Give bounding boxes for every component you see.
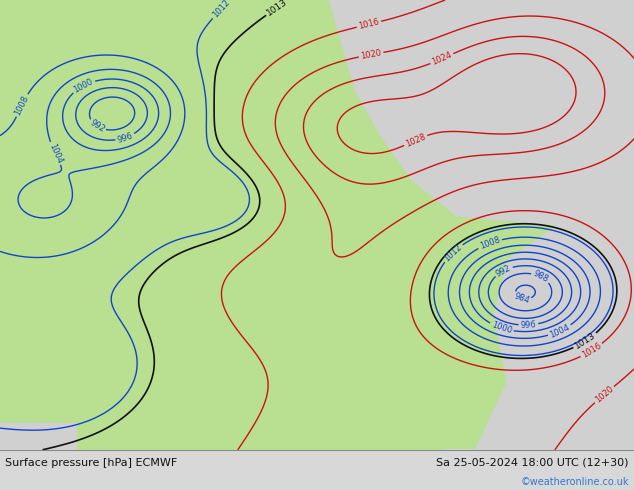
Polygon shape [0,423,76,450]
Text: Surface pressure [hPa] ECMWF: Surface pressure [hPa] ECMWF [5,458,178,467]
Polygon shape [0,450,634,490]
Text: 1020: 1020 [360,49,382,61]
Text: 992: 992 [88,119,107,134]
Text: 996: 996 [116,131,134,145]
Text: ©weatheronline.co.uk: ©weatheronline.co.uk [521,477,629,487]
Text: 1013: 1013 [265,0,289,18]
Text: 988: 988 [531,269,550,285]
Text: 1008: 1008 [478,235,501,251]
Text: 984: 984 [513,292,531,305]
Polygon shape [0,0,634,450]
Text: 1012: 1012 [210,0,231,20]
Text: 1016: 1016 [580,341,603,360]
Text: 996: 996 [521,320,536,330]
Text: 1028: 1028 [404,132,427,148]
Text: 1000: 1000 [490,320,513,336]
Polygon shape [444,202,634,450]
Text: 992: 992 [495,263,513,278]
Text: 1024: 1024 [430,50,453,67]
Text: Sa 25-05-2024 18:00 UTC (12+30): Sa 25-05-2024 18:00 UTC (12+30) [436,458,629,467]
Text: 1004: 1004 [548,322,571,340]
Text: 1016: 1016 [358,18,380,31]
Text: 1013: 1013 [573,331,597,351]
Text: 1004: 1004 [47,142,63,165]
Text: 1008: 1008 [13,94,30,117]
Text: 1000: 1000 [72,77,95,95]
Text: 1012: 1012 [443,242,463,263]
Text: 1020: 1020 [593,384,615,405]
Polygon shape [330,0,634,225]
